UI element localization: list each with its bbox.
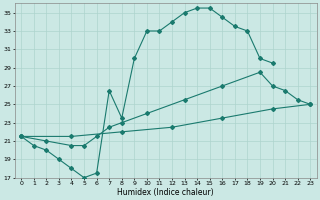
X-axis label: Humidex (Indice chaleur): Humidex (Indice chaleur): [117, 188, 214, 197]
